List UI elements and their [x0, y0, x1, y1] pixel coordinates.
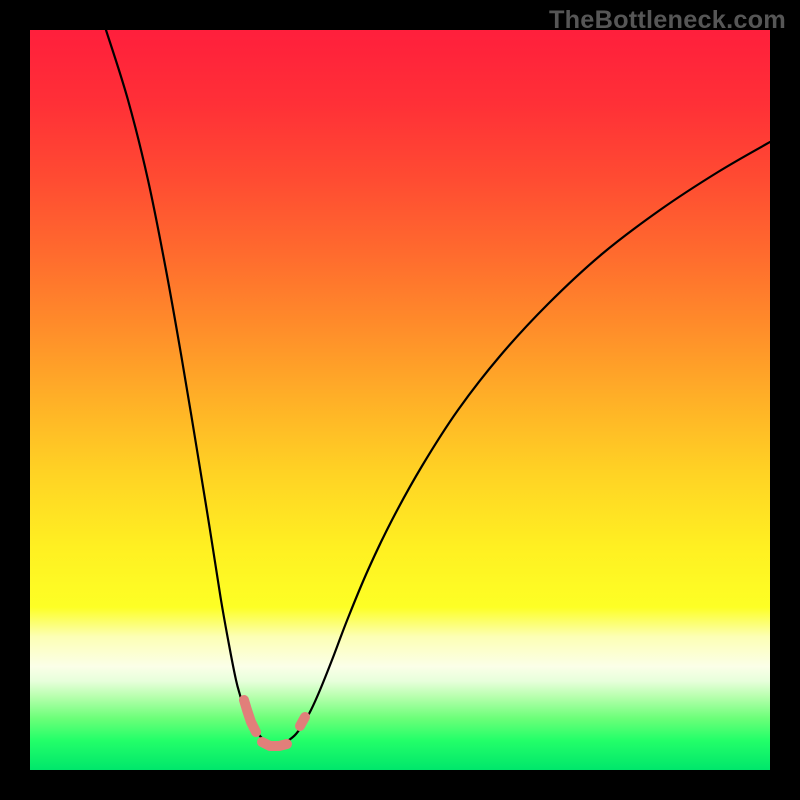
chart-canvas: TheBottleneck.com	[0, 0, 800, 800]
plot-area	[30, 30, 770, 770]
marker-group-2	[300, 717, 305, 726]
marker-group-1	[262, 742, 287, 746]
chart-svg	[30, 30, 770, 770]
gradient-background	[30, 30, 770, 770]
